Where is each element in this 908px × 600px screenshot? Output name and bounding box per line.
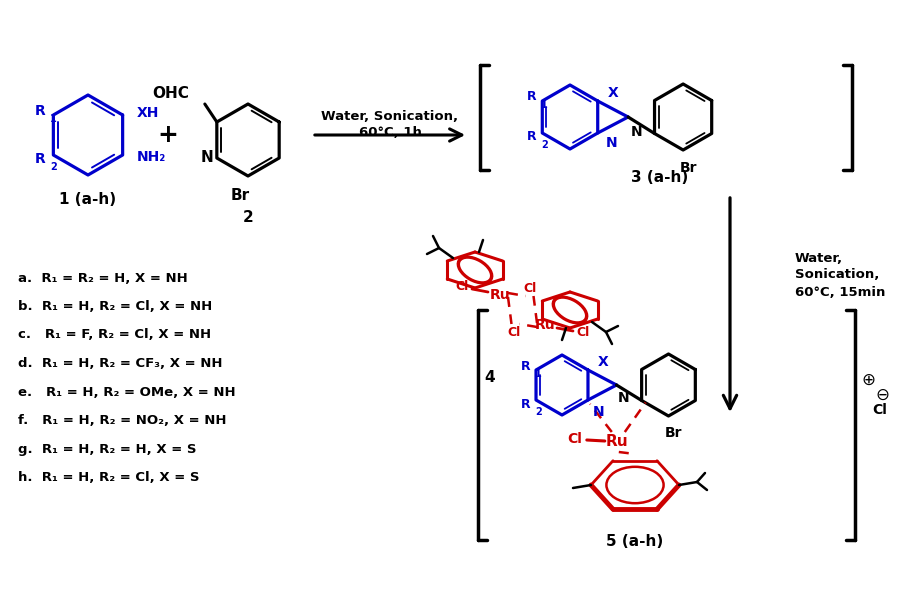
Text: Ru: Ru [606,434,628,449]
Text: OHC: OHC [152,86,189,101]
Text: N: N [593,405,605,419]
Text: 60°C, 15min: 60°C, 15min [795,286,885,298]
Text: b.  R₁ = H, R₂ = Cl, X = NH: b. R₁ = H, R₂ = Cl, X = NH [18,300,212,313]
Text: Br: Br [665,426,682,440]
Text: 2: 2 [242,211,253,226]
Text: e.   R₁ = H, R₂ = OMe, X = NH: e. R₁ = H, R₂ = OMe, X = NH [18,385,235,398]
Text: Cl: Cl [508,325,521,338]
Text: d.  R₁ = H, R₂ = CF₃, X = NH: d. R₁ = H, R₂ = CF₃, X = NH [18,357,222,370]
Text: Ru: Ru [489,288,510,302]
Text: f.   R₁ = H, R₂ = NO₂, X = NH: f. R₁ = H, R₂ = NO₂, X = NH [18,414,226,427]
Text: +: + [158,123,179,147]
Text: 2: 2 [50,162,57,172]
Text: N: N [606,136,617,150]
Text: 5 (a-h): 5 (a-h) [607,533,664,548]
Text: N: N [631,124,643,139]
Text: Br: Br [231,188,250,203]
Text: Cl: Cl [873,403,887,417]
Text: 1 (a-h): 1 (a-h) [59,193,116,208]
Text: 1: 1 [50,114,57,124]
Text: 60°C, 1h: 60°C, 1h [359,125,421,139]
Text: XH: XH [136,106,159,120]
Text: R: R [520,359,530,373]
Text: R: R [520,397,530,410]
Text: R: R [35,104,45,118]
Text: 1: 1 [541,100,548,110]
Text: Water,: Water, [795,251,844,265]
Text: Water, Sonication,: Water, Sonication, [321,110,459,124]
Text: g.  R₁ = H, R₂ = H, X = S: g. R₁ = H, R₂ = H, X = S [18,443,196,455]
Text: Sonication,: Sonication, [795,269,879,281]
Text: 2: 2 [541,140,548,150]
Text: R: R [527,130,537,143]
Text: 1: 1 [535,369,542,379]
Text: 2: 2 [535,407,542,417]
Text: R: R [527,91,537,103]
Text: Cl: Cl [524,281,538,295]
Text: N: N [201,151,213,166]
Text: 3 (a-h): 3 (a-h) [631,170,688,185]
Text: Cl: Cl [456,280,469,293]
Text: X: X [607,86,618,100]
Text: h.  R₁ = H, R₂ = Cl, X = S: h. R₁ = H, R₂ = Cl, X = S [18,471,200,484]
Text: Cl: Cl [577,326,589,340]
Text: ⊕: ⊕ [861,371,875,389]
Text: ⊖: ⊖ [875,386,889,404]
Text: a.  R₁ = R₂ = H, X = NH: a. R₁ = R₂ = H, X = NH [18,271,188,284]
Text: R: R [35,152,45,166]
Text: Ru: Ru [535,318,556,332]
Text: X: X [598,355,608,369]
Text: Cl: Cl [568,432,582,446]
Text: N: N [618,391,629,406]
Text: NH₂: NH₂ [136,150,166,164]
Text: Br: Br [679,161,696,175]
Text: 4: 4 [485,370,495,385]
Text: c.   R₁ = F, R₂ = Cl, X = NH: c. R₁ = F, R₂ = Cl, X = NH [18,329,212,341]
